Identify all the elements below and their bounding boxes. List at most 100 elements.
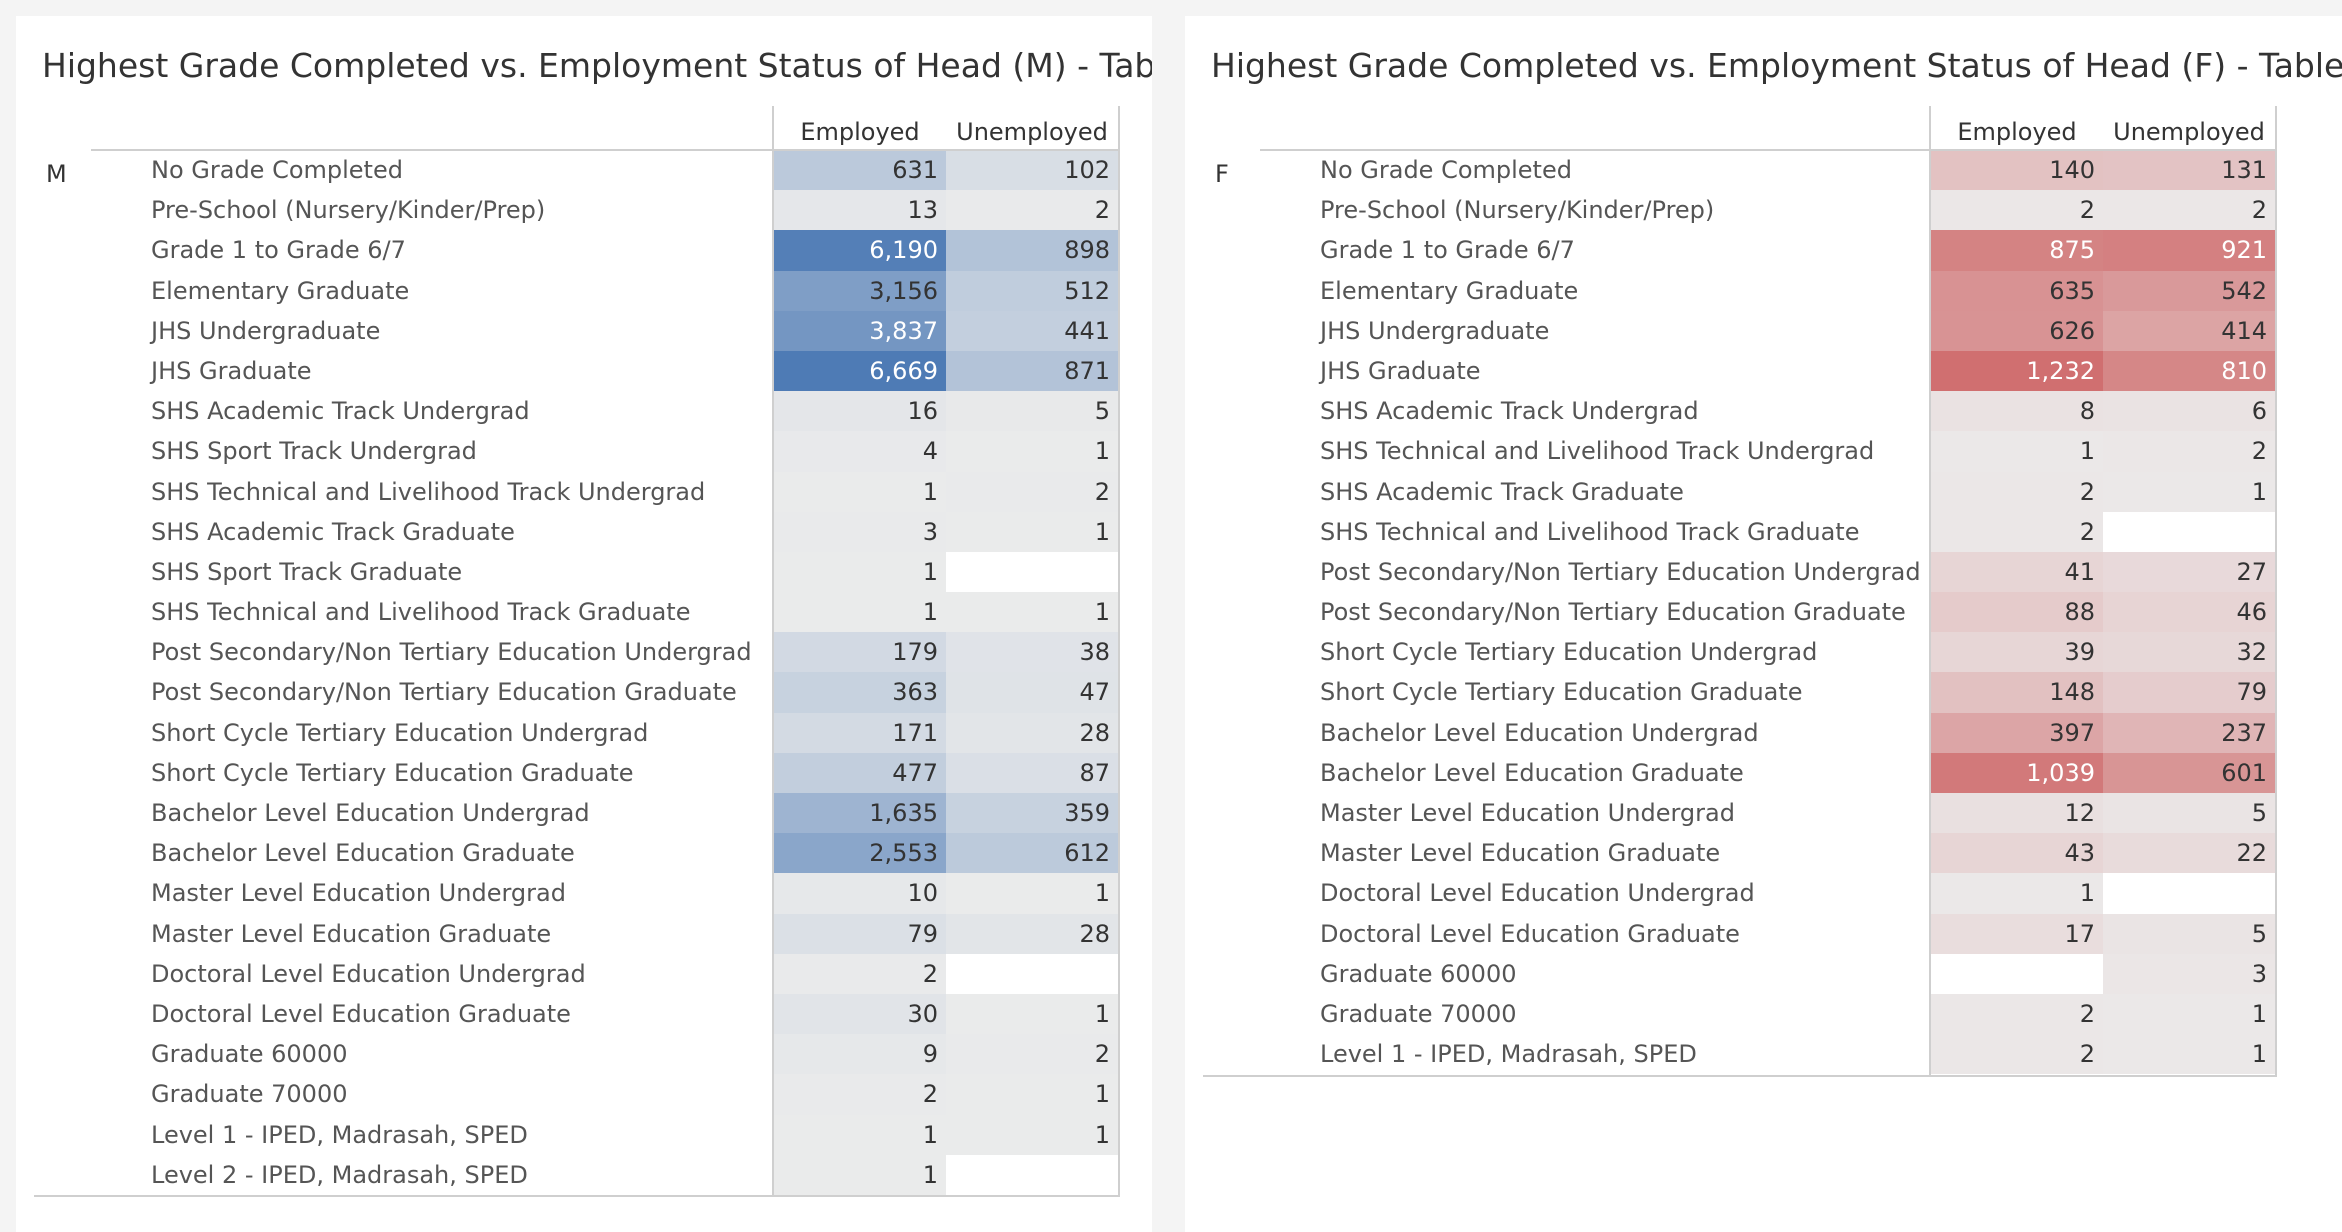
table-row: No Grade Completed 140 131 bbox=[1203, 150, 2275, 191]
employed-cell: 17 bbox=[1931, 913, 2103, 954]
row-label: Short Cycle Tertiary Education Undergrad bbox=[151, 718, 649, 747]
label-divider bbox=[1929, 106, 1931, 1075]
header-underline bbox=[91, 149, 1120, 151]
label-divider bbox=[772, 106, 774, 1196]
unemployed-cell: 2 bbox=[2103, 190, 2275, 231]
employed-cell: 4 bbox=[774, 431, 946, 472]
employed-cell: 1 bbox=[1931, 873, 2103, 914]
female-table: Employed Unemployed F No Grade Completed 140… bbox=[1203, 106, 2277, 1077]
unemployed-cell: 87 bbox=[946, 752, 1118, 793]
row-label: Post Secondary/Non Tertiary Education Gr… bbox=[1320, 598, 1906, 627]
unemployed-cell: 1 bbox=[946, 592, 1118, 633]
table-row: Short Cycle Tertiary Education Undergrad… bbox=[34, 712, 1118, 753]
row-label: No Grade Completed bbox=[1320, 156, 1572, 184]
unemployed-cell: 28 bbox=[946, 712, 1118, 753]
table-row: SHS Sport Track Undergrad 4 1 bbox=[34, 431, 1118, 472]
employed-cell: 2,553 bbox=[774, 833, 946, 874]
row-label: Level 2 - IPED, Madrasah, SPED bbox=[151, 1160, 528, 1189]
row-label: Graduate 60000 bbox=[151, 1040, 348, 1069]
row-label: Elementary Graduate bbox=[151, 276, 410, 305]
row-label: Grade 1 to Grade 6/7 bbox=[1320, 236, 1575, 265]
row-label: Level 1 - IPED, Madrasah, SPED bbox=[151, 1120, 528, 1149]
employed-cell: 2 bbox=[774, 1074, 946, 1115]
unemployed-cell: 32 bbox=[2103, 632, 2275, 673]
employed-cell: 397 bbox=[1931, 712, 2103, 753]
unemployed-cell: 542 bbox=[2103, 270, 2275, 311]
unemployed-cell: 28 bbox=[946, 913, 1118, 954]
unemployed-cell: 512 bbox=[946, 270, 1118, 311]
unemployed-cell bbox=[946, 1154, 1118, 1195]
employed-cell: 2 bbox=[774, 953, 946, 994]
row-label: Doctoral Level Education Graduate bbox=[1320, 919, 1740, 948]
unemployed-cell: 5 bbox=[946, 391, 1118, 432]
row-label: Master Level Education Graduate bbox=[1320, 839, 1721, 868]
table-row: Elementary Graduate 3,156 512 bbox=[34, 270, 1118, 311]
unemployed-cell: 1 bbox=[2103, 471, 2275, 512]
table-row: Short Cycle Tertiary Education Graduate 1… bbox=[1203, 672, 2275, 713]
unemployed-cell: 1 bbox=[946, 873, 1118, 914]
table-row: JHS Graduate 6,669 871 bbox=[34, 350, 1118, 392]
employed-cell: 6,669 bbox=[774, 350, 946, 392]
row-label: Pre-School (Nursery/Kinder/Prep) bbox=[151, 196, 546, 225]
row-label: JHS Graduate bbox=[151, 356, 312, 385]
unemployed-cell: 1 bbox=[946, 511, 1118, 552]
table-row: JHS Undergraduate 626 414 bbox=[1203, 310, 2275, 351]
employed-cell: 1 bbox=[774, 592, 946, 633]
row-label: Master Level Education Graduate bbox=[151, 919, 552, 948]
table-row: Doctoral Level Education Graduate 17 5 bbox=[1203, 913, 2275, 954]
unemployed-cell: 46 bbox=[2103, 592, 2275, 633]
employed-cell: 16 bbox=[774, 391, 946, 432]
table-row: Post Secondary/Non Tertiary Education Un… bbox=[1203, 551, 2275, 593]
employed-cell: 12 bbox=[1931, 793, 2103, 834]
row-label: Level 1 - IPED, Madrasah, SPED bbox=[1320, 1040, 1697, 1069]
table-row: Graduate 60000 9 2 bbox=[34, 1034, 1118, 1075]
table-row: Master Level Education Graduate 43 22 bbox=[1203, 833, 2275, 874]
employed-cell: 1,635 bbox=[774, 793, 946, 834]
employed-cell: 1 bbox=[774, 551, 946, 593]
table-row: Level 2 - IPED, Madrasah, SPED 1 bbox=[34, 1154, 1118, 1195]
employed-cell: 363 bbox=[774, 672, 946, 713]
table-row: Pre-School (Nursery/Kinder/Prep) 13 2 bbox=[34, 190, 1118, 231]
table-row: Post Secondary/Non Tertiary Education Gr… bbox=[1203, 592, 2275, 633]
employed-cell: 140 bbox=[1931, 150, 2103, 191]
group-label: F bbox=[1215, 160, 1229, 188]
unemployed-cell bbox=[946, 551, 1118, 593]
row-label: SHS Technical and Livelihood Track Under… bbox=[151, 477, 706, 506]
unemployed-cell: 5 bbox=[2103, 913, 2275, 954]
table-row: Post Secondary/Non Tertiary Education Gr… bbox=[34, 672, 1118, 713]
row-label: Grade 1 to Grade 6/7 bbox=[151, 236, 406, 265]
table-row: SHS Academic Track Graduate 3 1 bbox=[34, 511, 1118, 552]
employed-cell: 3,156 bbox=[774, 270, 946, 311]
table-row: Grade 1 to Grade 6/7 6,190 898 bbox=[34, 230, 1118, 271]
employed-cell: 875 bbox=[1931, 230, 2103, 271]
unemployed-cell: 2 bbox=[946, 190, 1118, 231]
employed-cell: 626 bbox=[1931, 310, 2103, 351]
unemployed-cell: 898 bbox=[946, 230, 1118, 271]
table-row: Level 1 - IPED, Madrasah, SPED 1 1 bbox=[34, 1114, 1118, 1155]
unemployed-cell: 47 bbox=[946, 672, 1118, 713]
row-label: SHS Technical and Livelihood Track Gradu… bbox=[151, 598, 691, 627]
table-row: Bachelor Level Education Undergrad 397 237 bbox=[1203, 712, 2275, 753]
unemployed-cell: 1 bbox=[2103, 1034, 2275, 1075]
employed-cell: 179 bbox=[774, 632, 946, 673]
employed-cell: 635 bbox=[1931, 270, 2103, 311]
employed-cell: 39 bbox=[1931, 632, 2103, 673]
row-label: Doctoral Level Education Undergrad bbox=[151, 959, 586, 988]
female-table-panel: Highest Grade Completed vs. Employment S… bbox=[1185, 16, 2342, 1232]
unemployed-cell: 1 bbox=[946, 1074, 1118, 1115]
unemployed-cell: 2 bbox=[946, 1034, 1118, 1075]
unemployed-cell: 601 bbox=[2103, 752, 2275, 793]
table-row: Doctoral Level Education Graduate 30 1 bbox=[34, 993, 1118, 1035]
header-underline bbox=[1260, 149, 2277, 151]
right-border bbox=[1118, 106, 1120, 1196]
unemployed-cell: 414 bbox=[2103, 310, 2275, 351]
unemployed-cell: 237 bbox=[2103, 712, 2275, 753]
table-row: SHS Academic Track Undergrad 8 6 bbox=[1203, 391, 2275, 432]
unemployed-cell: 1 bbox=[946, 993, 1118, 1035]
table-row: Master Level Education Undergrad 12 5 bbox=[1203, 793, 2275, 834]
unemployed-cell: 871 bbox=[946, 350, 1118, 392]
row-label: JHS Undergraduate bbox=[151, 316, 381, 345]
employed-cell: 79 bbox=[774, 913, 946, 954]
employed-cell: 171 bbox=[774, 712, 946, 753]
row-label: SHS Academic Track Graduate bbox=[1320, 477, 1684, 506]
